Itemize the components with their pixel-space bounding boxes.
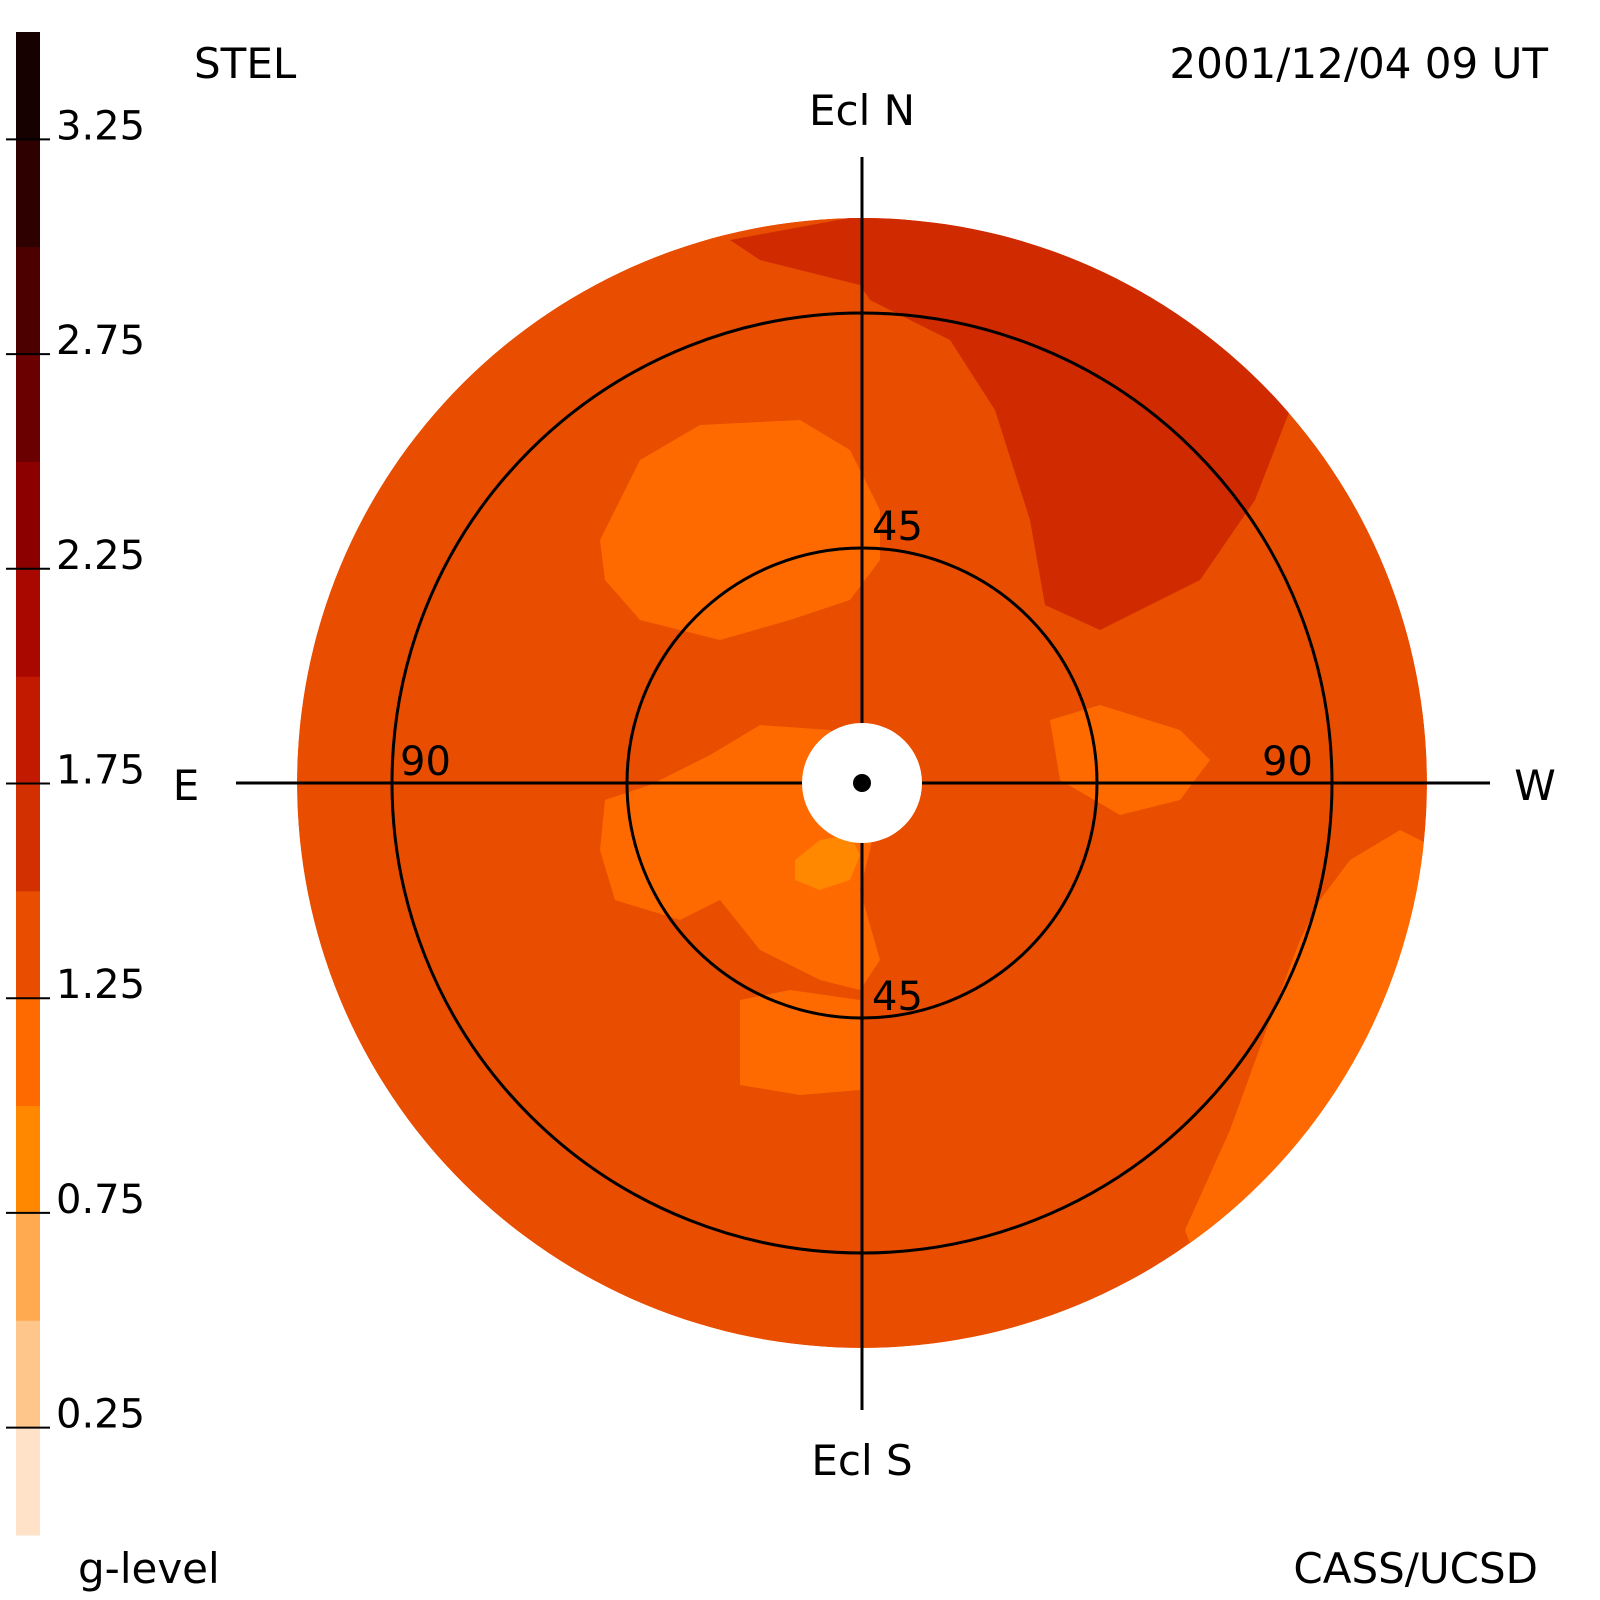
lowest-g-spot <box>795 835 860 890</box>
low-g-region-south <box>740 990 860 1095</box>
direction-east: E <box>173 761 200 810</box>
colorbar: 3.25 2.75 2.25 1.75 1.25 0.75 0.25 g-level <box>6 32 220 1593</box>
direction-ecliptic-south: Ecl S <box>811 1436 912 1485</box>
direction-ecliptic-north: Ecl N <box>809 86 915 135</box>
instrument-label: STEL <box>194 39 297 88</box>
colorbar-band <box>16 568 40 677</box>
colorbar-band <box>16 1320 40 1429</box>
timestamp-label: 2001/12/04 09 UT <box>1169 39 1548 88</box>
colorbar-band <box>16 676 40 784</box>
sun-center-marker <box>853 774 871 792</box>
colorbar-band <box>16 354 40 462</box>
colorbar-band <box>16 1427 40 1536</box>
colorbar-tick-label: 2.75 <box>56 318 145 364</box>
colorbar-band <box>16 783 40 892</box>
colorbar-tick-label: 0.25 <box>56 1392 145 1438</box>
colorbar-band <box>16 139 40 248</box>
colorbar-title: g-level <box>78 1544 220 1593</box>
colorbar-tick-label: 3.25 <box>56 103 145 149</box>
low-g-region-west <box>1050 705 1210 815</box>
high-g-region <box>730 218 1290 630</box>
colorbar-band <box>16 998 40 1107</box>
credit-label: CASS/UCSD <box>1293 1544 1538 1593</box>
colorbar-band <box>16 32 40 140</box>
ring-label-45-south: 45 <box>872 974 923 1020</box>
ring-label-90-west: 90 <box>1262 739 1313 785</box>
low-g-region-southwest <box>1185 830 1427 1270</box>
colorbar-band <box>16 461 40 570</box>
ring-label-45-north: 45 <box>872 504 923 550</box>
direction-west: W <box>1514 761 1556 810</box>
colorbar-tick-label: 0.75 <box>56 1177 145 1223</box>
colorbar-band <box>16 246 40 355</box>
colorbar-tick-label: 1.25 <box>56 962 145 1008</box>
colorbar-band <box>16 1212 40 1321</box>
colorbar-bands <box>16 32 40 1536</box>
low-g-region-northeast <box>600 420 880 640</box>
colorbar-ticks: 3.25 2.75 2.25 1.75 1.25 0.75 0.25 <box>6 103 145 1438</box>
colorbar-band <box>16 1105 40 1214</box>
colorbar-tick-label: 2.25 <box>56 533 145 579</box>
ring-label-90-east: 90 <box>400 739 451 785</box>
colorbar-band <box>16 890 40 999</box>
colorbar-tick-label: 1.75 <box>56 748 145 794</box>
